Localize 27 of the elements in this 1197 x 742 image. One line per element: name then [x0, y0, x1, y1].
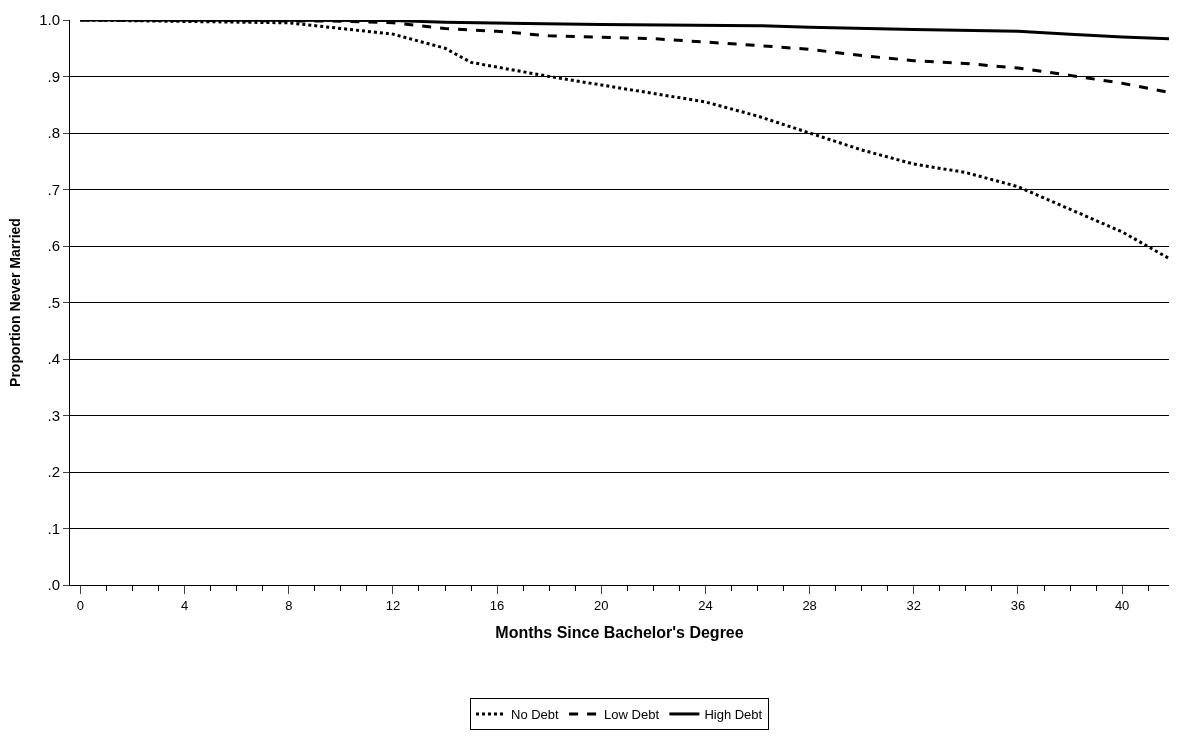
y-tick-label: 1.0: [39, 11, 60, 29]
x-tick-label: 16: [489, 597, 505, 613]
y-tick-label: .7: [47, 180, 60, 198]
x-tick-label: 0: [76, 597, 85, 613]
x-tick-label: 40: [1114, 597, 1130, 613]
y-axis-title: Proportion Never Married: [6, 218, 23, 387]
x-tick-label: 32: [906, 597, 922, 613]
y-tick-label: .1: [47, 519, 60, 537]
x-tick-label: 36: [1010, 597, 1026, 613]
y-tick-label: .3: [47, 406, 60, 424]
y-tick-label: .9: [47, 67, 60, 85]
x-tick-label: 28: [802, 597, 817, 613]
y-tick-label: .5: [47, 293, 60, 311]
y-tick-label: .8: [47, 124, 60, 142]
y-tick-label: .2: [47, 463, 60, 481]
legend-label: High Debt: [704, 707, 763, 723]
y-tick-label: .4: [47, 350, 60, 368]
x-tick-label: 24: [698, 597, 713, 613]
legend-label: No Debt: [511, 707, 560, 723]
x-axis-title: Months Since Bachelor's Degree: [495, 624, 744, 642]
x-tick-label: 4: [180, 597, 189, 613]
legend-label: Low Debt: [604, 707, 660, 723]
y-tick-label: .6: [47, 237, 60, 255]
x-tick-label: 8: [285, 597, 293, 613]
x-tick-label: 20: [594, 597, 609, 613]
x-tick-label: 12: [385, 597, 401, 613]
y-tick-label: .0: [47, 576, 60, 594]
